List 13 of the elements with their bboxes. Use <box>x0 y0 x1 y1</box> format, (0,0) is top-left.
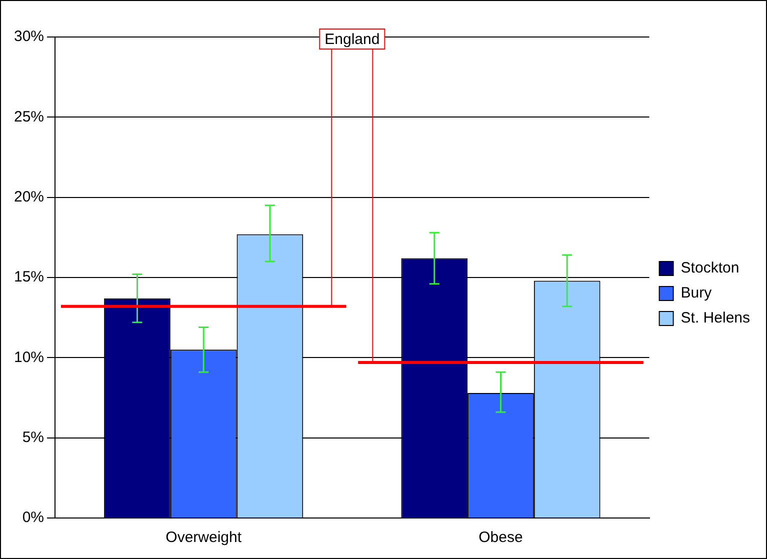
ref-line-label: England <box>324 31 380 48</box>
y-tick-label: 25% <box>14 108 44 126</box>
y-tick-label: 10% <box>14 348 44 366</box>
x-tick-label: Obese <box>478 529 523 546</box>
legend-label: Stockton <box>680 260 740 277</box>
y-tick-label: 30% <box>14 28 44 46</box>
x-tick-label: Overweight <box>166 529 242 546</box>
legend-label: St. Helens <box>680 310 750 327</box>
y-tick-label: 20% <box>14 188 44 206</box>
y-tick-label: 5% <box>22 428 44 446</box>
legend-label: Bury <box>680 284 712 302</box>
y-tick-label: 15% <box>14 268 44 286</box>
y-tick-label: 0% <box>22 509 44 526</box>
